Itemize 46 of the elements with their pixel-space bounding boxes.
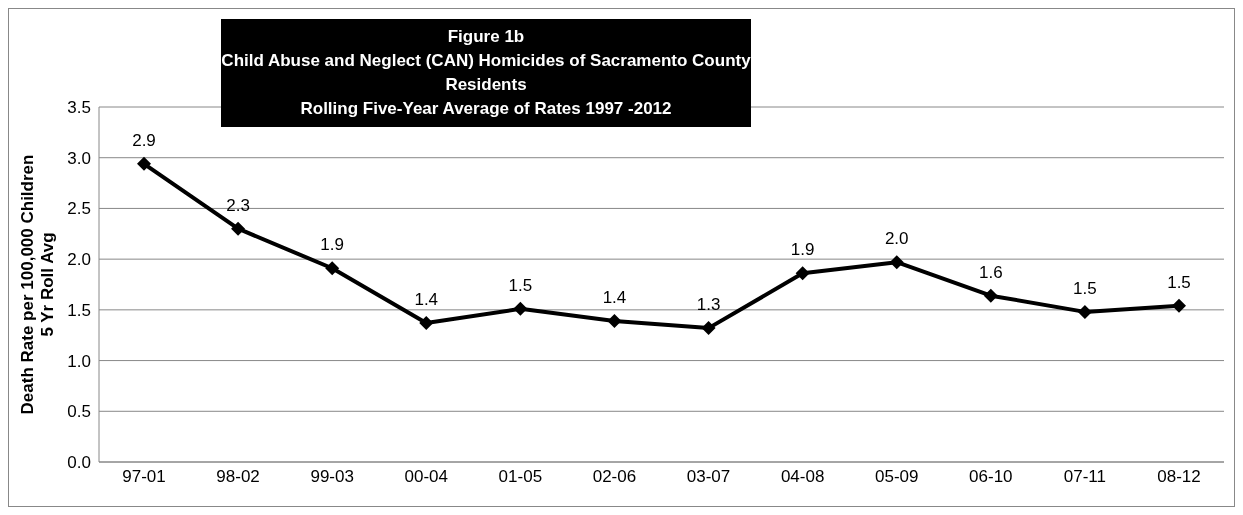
data-label: 1.9: [790, 240, 815, 260]
y-tick-label: 0.5: [67, 402, 91, 422]
data-label: 2.0: [884, 229, 909, 249]
data-label: 1.5: [508, 275, 533, 295]
x-tick-label: 04-08: [780, 467, 825, 487]
point: [1172, 298, 1186, 313]
data-label: 1.5: [1073, 278, 1097, 298]
y-tick-label: 1.5: [67, 300, 91, 320]
x-tick-label: 02-06: [592, 467, 637, 487]
point: [513, 301, 528, 316]
data-label: 1.5: [1167, 272, 1191, 292]
data-label: 1.6: [979, 262, 1003, 282]
x-tick-label: 01-05: [498, 467, 543, 487]
data-label: 1.4: [602, 288, 627, 308]
point: [231, 221, 246, 236]
data-label: 2.3: [226, 195, 250, 215]
point: [325, 261, 340, 276]
y-tick-label: 3.5: [67, 98, 91, 118]
data-label: 1.9: [320, 235, 344, 255]
point: [983, 288, 998, 303]
point: [137, 156, 151, 171]
x-tick-label: 08-12: [1157, 467, 1201, 487]
y-tick-label: 0.0: [67, 453, 91, 473]
x-tick-label: 98-02: [216, 467, 260, 487]
point: [1077, 304, 1092, 319]
x-tick-label: 97-01: [122, 467, 166, 487]
data-label: 1.4: [414, 290, 439, 310]
data-label: 2.9: [132, 130, 156, 150]
y-tick-label: 3.0: [67, 148, 91, 168]
point: [795, 266, 810, 281]
chart-title: Figure 1b Child Abuse and Neglect (CAN) Homicides of Sacramento County Residents Rolling Five-Year Average of Rates 1997 -2012: [221, 26, 751, 120]
point: [607, 314, 622, 329]
point: [889, 255, 904, 270]
y-tick-label: 2.0: [67, 250, 91, 270]
x-tick-label: 03-07: [686, 467, 731, 487]
y-tick-label: 2.5: [67, 199, 91, 219]
data-label: 1.3: [696, 295, 721, 315]
point: [419, 316, 434, 331]
point: [701, 321, 716, 336]
x-tick-label: 05-09: [874, 467, 919, 487]
x-tick-label: 06-10: [969, 467, 1013, 487]
x-tick-label: 07-11: [1063, 467, 1107, 487]
x-tick-label: 99-03: [310, 467, 354, 487]
y-tick-label: 1.0: [67, 351, 91, 371]
x-tick-label: 00-04: [404, 467, 449, 487]
y-axis-title: Death Rate per 100,000 Children 5 Yr Roll Avg: [18, 154, 57, 415]
